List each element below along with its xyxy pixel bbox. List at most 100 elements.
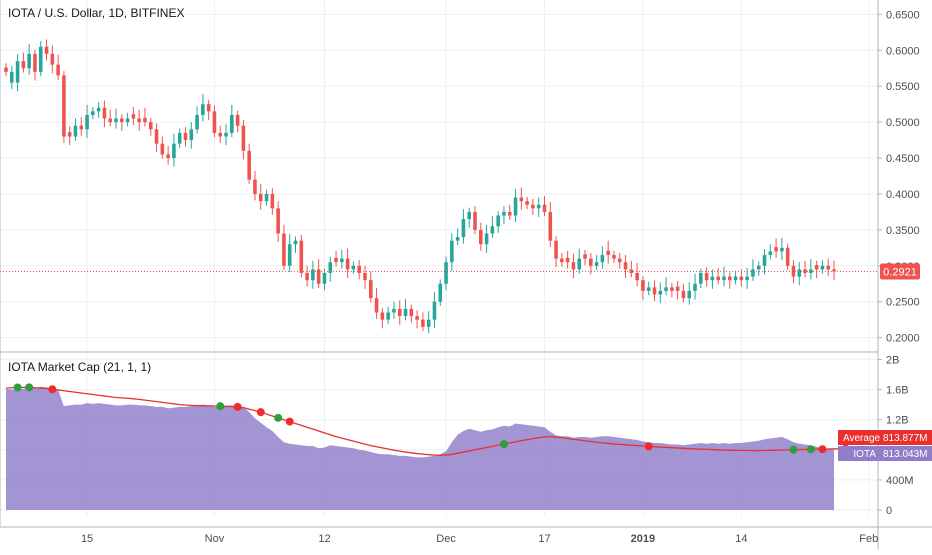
price-tick-label-1: 0.2500: [886, 297, 920, 309]
candle-body-34: [201, 104, 205, 115]
candle-body-85: [496, 215, 500, 227]
candle-body-20: [120, 118, 124, 123]
candle-body-141: [820, 265, 825, 270]
cross-marker-3: [216, 402, 225, 411]
price-tick-label-5: 0.4500: [886, 153, 920, 165]
candle-body-45: [264, 193, 269, 202]
iota-badge: [838, 446, 932, 461]
candle-body-110: [641, 280, 645, 291]
candle-body-129: [751, 269, 755, 277]
candle-body-78: [455, 237, 460, 241]
candle-body-13: [79, 125, 84, 130]
cross-marker-4: [233, 402, 242, 411]
candle-body-82: [479, 229, 483, 245]
candle-body-21: [125, 118, 130, 123]
cross-marker-8: [499, 440, 508, 449]
candle-body-124: [722, 276, 726, 281]
candle-body-23: [137, 118, 141, 123]
candle-body-12: [73, 125, 78, 137]
grid-lines: [0, 0, 878, 516]
candle-body-109: [635, 272, 639, 281]
candle-body-118: [687, 290, 692, 299]
candle-body-100: [583, 254, 587, 259]
candle-body-138: [803, 269, 807, 273]
candle-body-11: [67, 132, 72, 137]
price-tick-label-0: 0.2000: [886, 333, 920, 345]
candle-body-75: [438, 283, 443, 302]
last-price-label: 0.2921: [883, 266, 917, 278]
average-series-value: 813.877M: [883, 433, 927, 444]
candle-body-84: [490, 226, 495, 234]
candle-body-19: [114, 118, 118, 123]
cross-marker-11: [806, 445, 815, 454]
price-candles: [0, 39, 878, 334]
candle-body-44: [258, 193, 263, 202]
candle-body-63: [368, 280, 373, 299]
candle-body-22: [131, 114, 136, 119]
candle-body-36: [212, 111, 217, 133]
candle-body-120: [699, 272, 703, 284]
cross-marker-10: [789, 445, 798, 454]
candle-body-59: [345, 258, 350, 270]
candle-body-25: [148, 122, 153, 130]
candle-body-37: [218, 132, 223, 137]
candle-body-76: [444, 262, 448, 284]
candle-body-7: [44, 46, 49, 54]
candle-body-27: [160, 143, 165, 155]
candle-body-58: [340, 258, 344, 263]
candle-body-107: [623, 262, 628, 270]
candle-body-70: [409, 308, 414, 317]
candle-body-64: [374, 298, 379, 313]
market-cap-area-fill: [6, 386, 834, 510]
average-line: [5, 386, 846, 456]
candle-body-41: [241, 125, 246, 151]
average-badge: [838, 430, 932, 445]
candle-body-71: [415, 316, 419, 320]
candle-body-122: [710, 276, 715, 281]
candle-body-62: [363, 272, 367, 281]
candle-body-104: [606, 250, 610, 256]
candle-body-0: [4, 67, 8, 72]
candle-body-9: [56, 64, 60, 76]
candle-body-128: [745, 276, 749, 281]
candle-body-127: [739, 276, 744, 281]
candle-body-93: [542, 204, 547, 212]
cap-tick-label-4: 1.6B: [886, 385, 909, 397]
candle-body-90: [525, 201, 529, 205]
price-tick-label-4: 0.4000: [886, 189, 920, 201]
candle-body-115: [670, 287, 674, 291]
candle-body-108: [629, 269, 634, 273]
candle-body-103: [600, 255, 605, 263]
candle-body-126: [733, 276, 738, 281]
cross-marker-12: [818, 445, 827, 454]
time-tick-label-5: 2019: [631, 533, 655, 545]
candle-body-113: [658, 290, 663, 295]
price-tick-label-7: 0.5500: [886, 81, 920, 93]
last-price-badge: [880, 263, 920, 280]
candle-body-134: [780, 247, 784, 252]
candle-body-5: [33, 53, 37, 72]
candle-body-54: [316, 269, 321, 284]
candle-body-50: [293, 240, 298, 245]
candle-body-47: [276, 208, 280, 234]
candle-body-143: [832, 269, 836, 272]
candle-body-88: [513, 197, 518, 216]
iota-series-name: IOTA: [853, 449, 876, 460]
time-tick-label-0: 15: [81, 533, 93, 545]
time-tick-label-6: 14: [735, 533, 747, 545]
candle-body-136: [791, 265, 796, 277]
candle-body-95: [554, 240, 558, 259]
time-tick-label-3: Dec: [436, 533, 456, 545]
candle-body-101: [589, 258, 593, 266]
cross-marker-1: [25, 383, 34, 392]
time-tick-label-4: 17: [538, 533, 550, 545]
candle-body-65: [380, 312, 385, 320]
candle-body-119: [693, 283, 697, 291]
candle-body-60: [351, 265, 356, 270]
price-tick-label-3: 0.3500: [886, 225, 920, 237]
candle-body-56: [328, 262, 333, 273]
candle-body-137: [797, 269, 802, 277]
candle-body-30: [177, 132, 182, 144]
time-tick-label-2: 12: [318, 533, 330, 545]
